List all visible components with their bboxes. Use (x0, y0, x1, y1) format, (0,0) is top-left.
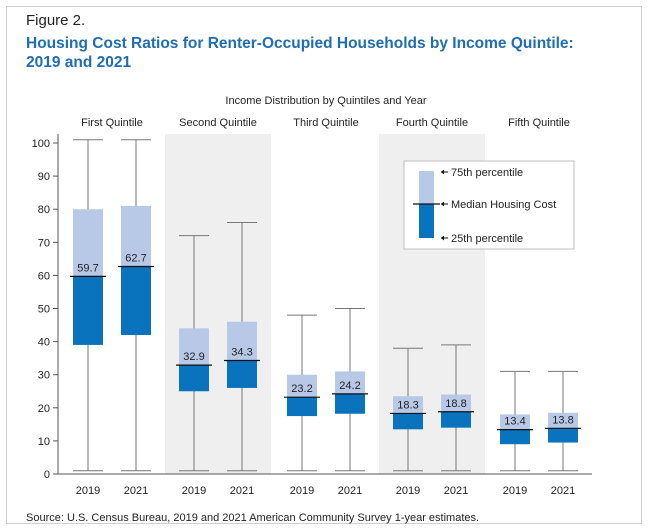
box-upper-quartile (393, 396, 423, 414)
median-label: 18.3 (397, 399, 418, 411)
panel-background-2 (165, 134, 271, 474)
box-lower-quartile (287, 397, 317, 417)
median-label: 32.9 (183, 351, 204, 363)
box-upper-quartile (73, 209, 103, 277)
x-tick-label: 2021 (444, 485, 468, 497)
box-lower-quartile (121, 266, 151, 335)
box-second-quintile-2019: 32.9 2019 (176, 235, 212, 497)
x-tick-label: 2019 (182, 485, 206, 497)
category-label: First Quintile (81, 117, 143, 129)
legend-label-p25: 25th percentile (451, 233, 523, 245)
chart-subtitle: Income Distribution by Quintiles and Yea… (225, 95, 427, 107)
source-note: Source: U.S. Census Bureau, 2019 and 202… (26, 512, 480, 524)
y-tick-label: 90 (38, 171, 50, 183)
box-fifth-quintile-2019: 13.4 2019 (497, 370, 533, 497)
box-lower-quartile (73, 276, 103, 345)
median-label: 34.3 (231, 346, 252, 358)
y-tick-label: 30 (38, 370, 50, 382)
category-label: Fifth Quintile (508, 117, 570, 129)
median-label: 62.7 (125, 252, 146, 264)
box-fifth-quintile-2021: 13.8 2021 (545, 370, 581, 497)
box-lower-quartile (393, 413, 423, 430)
box-upper-quartile (441, 394, 471, 412)
box-second-quintile-2021: 34.3 2021 (224, 221, 260, 497)
box-first-quintile-2021: 62.7 2021 (118, 139, 154, 497)
box-upper-quartile (121, 205, 151, 267)
box-upper-quartile (548, 412, 578, 429)
box-lower-quartile (179, 365, 209, 392)
box-third-quintile-2021: 24.2 2021 (332, 308, 368, 497)
chart-title: Housing Cost Ratios for Renter-Occupied … (26, 34, 626, 72)
median-label: 13.8 (552, 414, 573, 426)
box-lower-quartile (500, 429, 530, 445)
category-label: Third Quintile (293, 117, 358, 129)
x-tick-label: 2019 (503, 485, 527, 497)
median-label: 59.7 (77, 262, 98, 274)
box-first-quintile-2019: 59.7 2019 (70, 139, 106, 497)
box-lower-quartile (548, 428, 578, 443)
legend-upper-swatch (419, 171, 434, 204)
legend-label-p75: 75th percentile (451, 167, 523, 179)
y-tick-label: 40 (38, 337, 50, 349)
y-tick-label: 80 (38, 204, 50, 216)
box-upper-quartile (500, 414, 530, 430)
chart-title-line2: 2019 and 2021 (26, 54, 132, 71)
box-upper-quartile (335, 371, 365, 394)
x-tick-label: 2021 (551, 485, 575, 497)
median-label: 18.8 (445, 398, 466, 410)
box-upper-quartile (179, 328, 209, 366)
figure-label: Figure 2. (26, 12, 86, 29)
box-third-quintile-2019: 23.2 2019 (284, 314, 320, 497)
box-upper-quartile (227, 321, 257, 361)
legend-arrowhead (441, 169, 444, 175)
box-fourth-quintile-2021: 18.8 2021 (438, 344, 474, 497)
figure-frame (6, 6, 642, 524)
x-tick-label: 2021 (338, 485, 362, 497)
box-upper-quartile (287, 374, 317, 398)
y-tick-label: 70 (38, 237, 50, 249)
box-lower-quartile (441, 411, 471, 428)
median-label: 13.4 (504, 416, 525, 428)
box-lower-quartile (335, 393, 365, 414)
y-tick-label: 100 (32, 138, 50, 150)
box-fourth-quintile-2019: 18.3 2019 (390, 347, 426, 497)
x-tick-label: 2019 (76, 485, 100, 497)
y-tick-label: 20 (38, 403, 50, 415)
x-tick-label: 2019 (396, 485, 420, 497)
y-tick-label: 50 (38, 304, 50, 316)
y-tick-label: 60 (38, 270, 50, 282)
y-tick-label: 10 (38, 436, 50, 448)
x-tick-label: 2021 (230, 485, 254, 497)
category-label: Fourth Quintile (396, 117, 468, 129)
chart-title-line1: Housing Cost Ratios for Renter-Occupied … (26, 35, 574, 52)
legend-arrowhead (441, 235, 444, 241)
box-lower-quartile (227, 360, 257, 388)
category-label: Second Quintile (179, 117, 257, 129)
legend-arrowhead (441, 201, 444, 207)
median-label: 24.2 (339, 380, 360, 392)
x-tick-label: 2019 (290, 485, 314, 497)
legend-lower-swatch (419, 204, 434, 238)
x-tick-label: 2021 (124, 485, 148, 497)
y-tick-label: 0 (44, 469, 50, 481)
median-label: 23.2 (291, 383, 312, 395)
legend-label-median: Median Housing Cost (451, 199, 556, 211)
